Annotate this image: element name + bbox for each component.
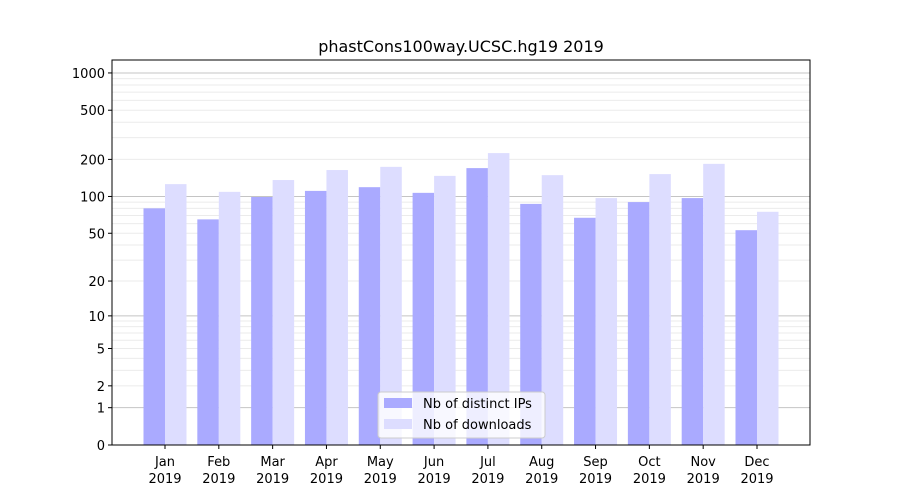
y-tick-label: 200 <box>80 153 105 168</box>
bar-downloads <box>703 163 725 445</box>
bar-downloads <box>272 180 295 446</box>
x-tick-label: Jan 2019 <box>148 455 181 487</box>
bar-downloads <box>541 175 564 446</box>
x-tick-label: Dec 2019 <box>740 455 773 487</box>
bar-distinct-ips <box>304 190 327 445</box>
bar-distinct-ips <box>251 197 273 445</box>
y-tick-label: 2 <box>97 380 105 395</box>
bar-distinct-ips <box>520 203 542 445</box>
y-tick-label: 50 <box>88 227 105 242</box>
legend-label: Nb of distinct IPs <box>423 397 532 412</box>
bar-downloads <box>757 211 779 445</box>
y-tick-label: 1 <box>97 402 105 417</box>
bar-downloads <box>218 191 241 445</box>
y-tick-label: 5 <box>97 343 105 358</box>
x-tick-label: Apr 2019 <box>310 455 343 487</box>
bar-distinct-ips <box>143 208 165 445</box>
legend-swatch <box>384 398 412 408</box>
y-tick-label: 500 <box>80 104 105 119</box>
bar-downloads <box>434 175 456 445</box>
bar-distinct-ips <box>466 168 488 446</box>
bar-downloads <box>326 170 348 446</box>
bar-downloads <box>380 166 402 445</box>
bar-downloads <box>165 184 187 445</box>
chart-title: phastCons100way.UCSC.hg19 2019 <box>318 37 604 56</box>
y-tick-label: 0 <box>97 439 105 454</box>
bar-distinct-ips <box>735 230 757 445</box>
bar-distinct-ips <box>681 198 704 445</box>
y-tick-label: 10 <box>88 310 105 325</box>
x-tick-label: Mar 2019 <box>256 455 289 487</box>
bar-distinct-ips <box>574 217 596 445</box>
y-tick-label: 20 <box>88 275 105 290</box>
legend-box <box>377 391 546 439</box>
legend: Nb of distinct IPs Nb of downloads <box>377 391 546 439</box>
x-tick-label: Oct 2019 <box>633 455 666 487</box>
bars <box>143 153 779 446</box>
bar-distinct-ips <box>197 219 219 445</box>
x-tick-label: Jun 2019 <box>418 455 451 487</box>
bar-distinct-ips <box>412 192 435 445</box>
legend-label: Nb of downloads <box>423 418 532 433</box>
x-tick-label: Nov 2019 <box>687 455 720 487</box>
x-axis: Jan 2019 Feb 2019 Mar 2019 Apr 2019 May 2019 Jun 20… <box>148 445 774 487</box>
x-tick-label: Feb 2019 <box>202 455 235 487</box>
bar-downloads <box>649 174 671 445</box>
bar-downloads <box>487 153 510 445</box>
legend-swatch <box>384 419 412 429</box>
y-tick-label: 1000 <box>72 67 105 82</box>
x-tick-label: Aug 2019 <box>525 455 558 487</box>
y-tick-label: 100 <box>80 190 105 205</box>
bar-distinct-ips <box>627 202 650 445</box>
x-tick-label: May 2019 <box>364 455 397 487</box>
bar-downloads <box>595 198 618 445</box>
x-tick-label: Sep 2019 <box>579 455 612 487</box>
bar-distinct-ips <box>358 187 381 445</box>
y-axis: 0 1 2 5 10 20 50 100 200 500 1000 <box>72 67 112 454</box>
x-tick-label: Jul 2019 <box>471 455 504 487</box>
axes-frame <box>111 59 811 446</box>
